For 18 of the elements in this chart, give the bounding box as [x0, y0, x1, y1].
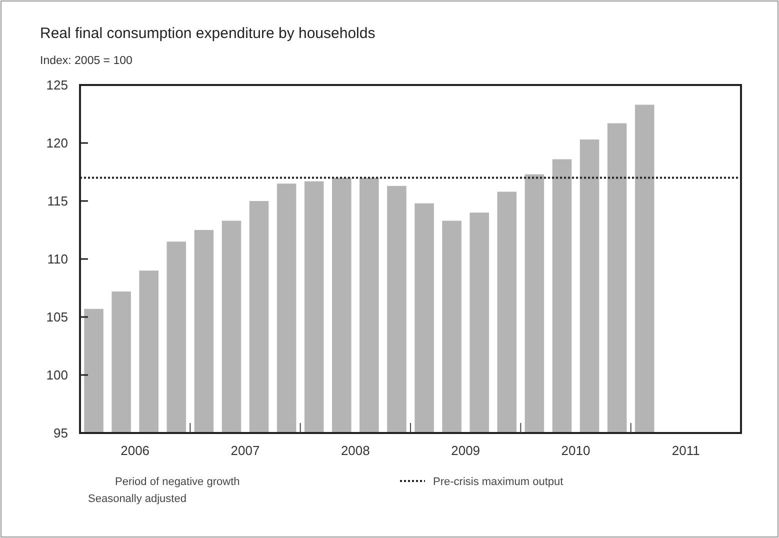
y-tick-label: 100	[46, 368, 68, 383]
x-tick-label: 2011	[672, 443, 700, 458]
chart-subtitle: Index: 2005 = 100	[40, 55, 132, 67]
text: Period of negative growth	[115, 476, 240, 488]
y-tick-label: 105	[46, 310, 68, 325]
legend-label: Pre-crisis maximum output	[433, 476, 564, 488]
y-tick-label: 120	[46, 136, 68, 151]
x-tick-label: 2007	[230, 443, 260, 458]
x-tick-label: 2010	[561, 443, 590, 458]
y-tick-label: 95	[54, 426, 68, 441]
chart-title: Real final consumption expenditure by households	[40, 25, 376, 42]
text: Seasonally adjusted	[88, 493, 186, 505]
x-tick-label: 2008	[340, 443, 370, 458]
y-tick-label: 110	[47, 252, 68, 267]
y-tick-label: 125	[46, 78, 68, 93]
x-tick-label: 2009	[451, 443, 480, 458]
y-tick-label: 115	[47, 194, 68, 209]
x-tick-label: 2006	[120, 443, 150, 458]
